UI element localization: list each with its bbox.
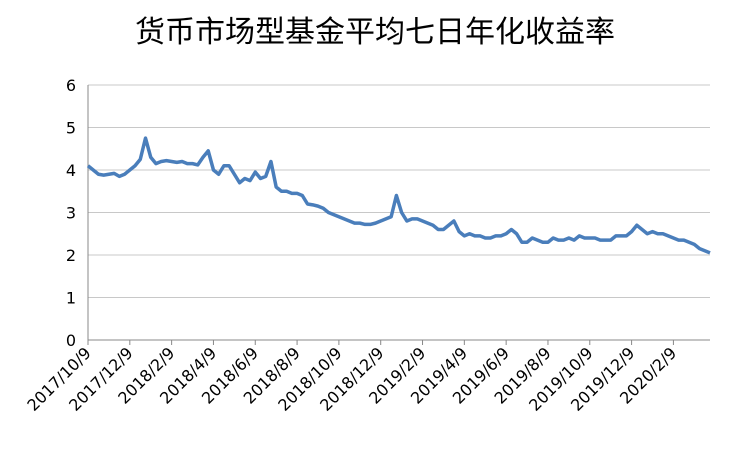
- y-tick-label: 4: [66, 161, 76, 180]
- chart-title: 货币市场型基金平均七日年化收益率: [135, 15, 615, 50]
- y-tick-label: 5: [66, 119, 76, 138]
- y-tick-label: 2: [66, 246, 76, 265]
- y-tick-label: 1: [66, 289, 76, 308]
- data-line: [86, 136, 711, 255]
- y-tick-label: 3: [66, 204, 76, 223]
- y-tick-label: 6: [66, 76, 76, 95]
- y-tick-label: 0: [66, 331, 76, 350]
